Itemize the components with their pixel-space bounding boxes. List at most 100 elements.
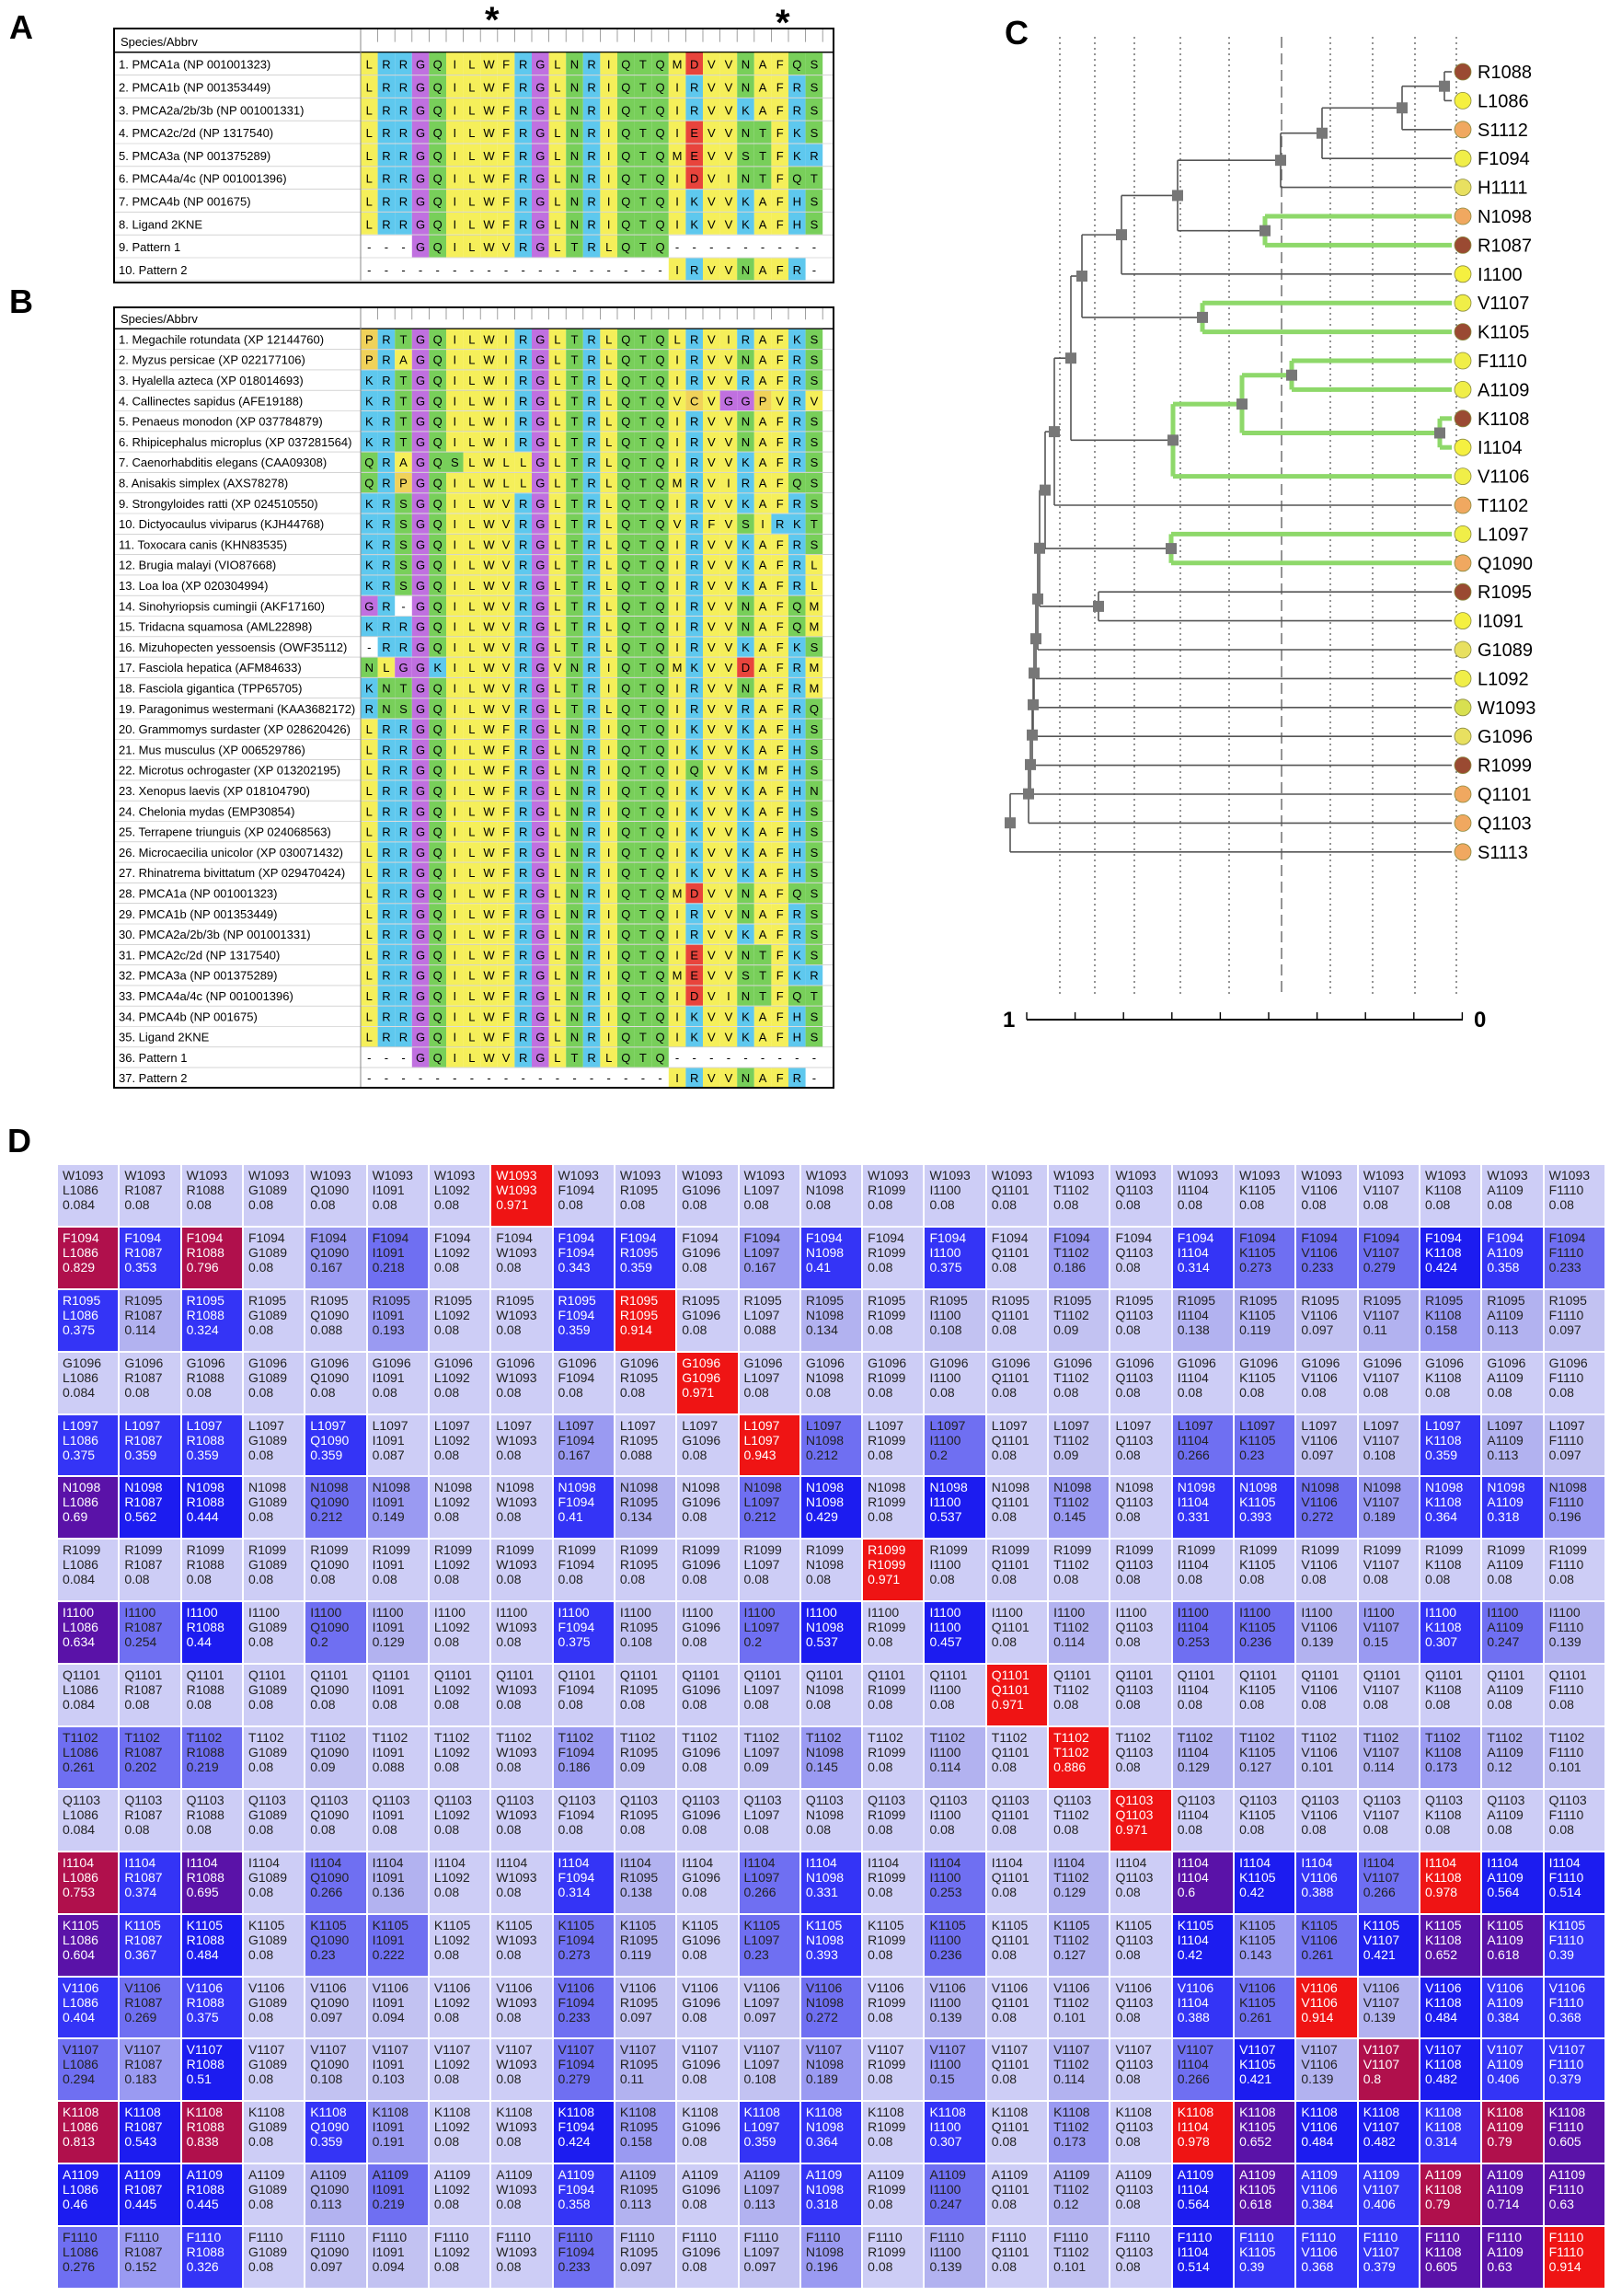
heatmap-cell: G1096 I1104 0.08	[1171, 1351, 1235, 1414]
align-b-residue-letter: L	[468, 928, 475, 941]
align-b-residue-letter: L	[554, 332, 560, 346]
align-b-residue-letter: L	[605, 353, 612, 367]
align-b-residue-letter: L	[605, 620, 612, 634]
align-a-residue-letter: R	[399, 58, 408, 72]
align-b-residue-letter: T	[639, 846, 647, 860]
heatmap-cell: A1109 Q1090 0.113	[305, 2163, 367, 2227]
cell-value: 0.08	[682, 2259, 707, 2275]
heatmap-cell: R1095 W1093 0.08	[490, 1288, 553, 1352]
align-b-residue-cell	[514, 370, 532, 390]
align-a-residue-letter: L	[366, 58, 373, 72]
heatmap-cell: L1097 L1092 0.08	[428, 1413, 491, 1477]
cell-row-residue: K1108	[682, 2105, 719, 2120]
cell-value: 0.139	[929, 2259, 962, 2275]
align-a-residue-letter: R	[793, 103, 801, 117]
align-b-residue-letter: I	[453, 537, 456, 551]
align-b-residue-cell	[805, 472, 823, 493]
align-b-residue-cell	[566, 411, 583, 432]
cell-row-residue: V1106	[1301, 1979, 1338, 1995]
align-a-residue-cell	[463, 75, 481, 98]
cell-col-residue: N1098	[805, 1432, 845, 1448]
heatmap-cell: V1107 W1093 0.08	[490, 2038, 553, 2102]
align-b-residue-letter: Q	[655, 353, 664, 367]
tree-leaf-label: I1091	[1478, 612, 1524, 632]
align-b-residue-letter: I	[675, 374, 679, 387]
cell-col-residue: W1093	[496, 1183, 537, 1197]
align-b-residue-letter: G	[741, 394, 750, 408]
heatmap-cell: K1105 V1106 0.261	[1295, 1913, 1358, 1977]
heatmap-cell: V1107 K1105 0.421	[1234, 2038, 1296, 2102]
align-a-residue-letter: E	[690, 126, 698, 140]
heatmap-cell: R1099 L1097 0.08	[738, 1539, 800, 1602]
tree-leaf-marker	[1454, 785, 1472, 803]
align-b-residue-cell	[634, 432, 652, 452]
tree-node-marker	[1029, 667, 1040, 679]
align-b-residue-cell	[617, 637, 635, 657]
align-b-residue-cell	[548, 698, 567, 719]
cell-col-residue: F1094	[558, 1806, 595, 1822]
cell-value: 0.08	[1177, 1821, 1202, 1837]
cell-value: 0.41	[558, 1509, 583, 1525]
cell-col-residue: T1102	[1053, 1682, 1089, 1698]
align-b-residue-cell	[514, 617, 532, 637]
align-b-residue-cell	[668, 637, 686, 657]
heatmap-cell: V1107 G1096 0.08	[676, 2038, 739, 2102]
heatmap-cell: G1096 W1093 0.08	[490, 1351, 553, 1414]
cell-col-residue: R1095	[619, 1682, 659, 1698]
cell-row-residue: K1105	[558, 1917, 594, 1933]
cell-row-residue: F1110	[682, 2230, 717, 2245]
align-b-residue-letter: R	[519, 681, 527, 695]
cell-value: 0.978	[1425, 1884, 1458, 1899]
cell-col-residue: L1086	[63, 1369, 98, 1385]
align-a-residue-cell	[429, 167, 446, 190]
align-a-residue-cell	[685, 167, 703, 190]
align-a-residue-letter: A	[759, 103, 767, 117]
align-a-residue-letter: V	[502, 240, 511, 254]
tree-leaf-label: W1093	[1478, 698, 1535, 719]
cell-col-residue: K1105	[1239, 1307, 1276, 1322]
align-b-residue-letter: T	[639, 537, 647, 551]
align-a-residue-letter: R	[382, 58, 390, 72]
cell-value: 0.813	[63, 2134, 96, 2150]
cell-row-residue: L1097	[186, 1417, 223, 1433]
align-b-residue-letter: Q	[621, 743, 630, 756]
cell-col-residue: I1104	[1177, 1806, 1209, 1822]
align-b-residue-cell	[480, 329, 498, 350]
align-b-residue-cell	[548, 575, 567, 595]
align-b-residue-letter: -	[401, 1071, 405, 1085]
align-b-residue-letter: K	[365, 620, 374, 634]
align-b-residue-cell	[719, 513, 738, 534]
cell-row-residue: R1099	[186, 1542, 224, 1558]
align-b-residue-cell	[703, 595, 720, 616]
cell-row-residue: I1104	[310, 1854, 342, 1870]
align-b-residue-letter: V	[707, 332, 716, 346]
cell-value: 0.08	[868, 1821, 893, 1837]
cell-col-residue: L1092	[433, 2057, 470, 2072]
cell-row-residue: I1100	[805, 1605, 837, 1621]
cell-value: 0.08	[929, 1697, 955, 1713]
cell-row-residue: K1105	[372, 1917, 409, 1933]
align-b-row-name: 11. Toxocara canis (KHN83535)	[119, 537, 287, 551]
tree-leaf-marker	[1454, 583, 1472, 601]
align-b-residue-letter: F	[776, 1031, 784, 1044]
cell-value: 0.08	[619, 1384, 646, 1400]
heatmap-cell: Q1101 V1106 0.08	[1295, 1664, 1358, 1726]
cell-value: 0.09	[743, 1759, 769, 1774]
align-a-residue-letter: Q	[792, 58, 801, 72]
cell-row-residue: W1093	[1301, 1168, 1342, 1183]
cell-col-residue: L1092	[433, 1869, 470, 1885]
align-b-residue-letter: R	[690, 517, 698, 531]
cell-col-residue: R1099	[868, 2182, 906, 2198]
align-b-residue-cell	[600, 411, 617, 432]
cell-value: 0.796	[186, 1259, 219, 1275]
cell-value: 0.08	[558, 1821, 583, 1837]
cell-value: 0.08	[1115, 1321, 1141, 1337]
align-b-residue-cell	[617, 677, 635, 698]
align-b-residue-letter: G	[416, 681, 425, 695]
cell-row-residue: G1096	[1487, 1355, 1526, 1370]
align-a-residue-cell	[446, 212, 464, 235]
align-b-residue-letter: R	[776, 517, 784, 531]
align-a-residue-letter: V	[707, 80, 716, 94]
cell-value: 0.272	[1301, 1509, 1334, 1525]
align-b-residue-letter: Q	[621, 886, 630, 900]
